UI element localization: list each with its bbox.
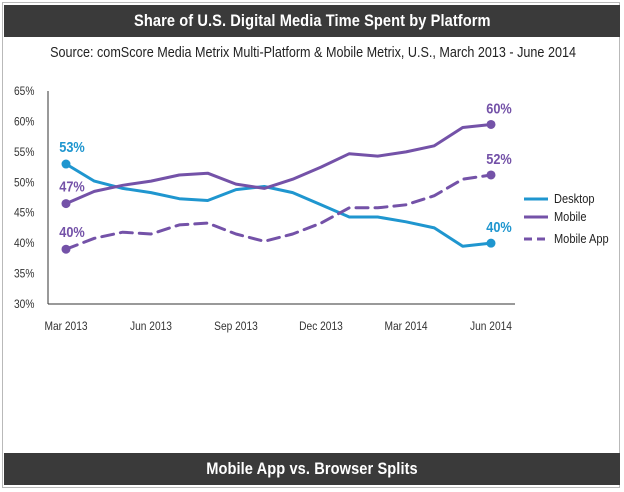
x-tick-label: Mar 2013 [44, 320, 87, 333]
data-label-end: 52% [486, 150, 512, 167]
section-title-bar: Mobile App vs. Browser Splits [4, 453, 620, 485]
chart-title: Share of U.S. Digital Media Time Spent b… [133, 11, 491, 30]
y-tick-label: 35% [14, 268, 34, 281]
y-tick-label: 65% [14, 85, 34, 98]
section-title: Mobile App vs. Browser Splits [206, 459, 418, 478]
chart-subtitle: Source: comScore Media Metrix Multi-Plat… [50, 44, 576, 61]
data-point-end [486, 119, 496, 129]
data-point-start [61, 159, 71, 169]
series-line-mobile [64, 123, 493, 206]
y-tick-label: 40% [14, 237, 34, 250]
x-tick-label: Jun 2014 [470, 320, 512, 333]
chart-title-bar: Share of U.S. Digital Media Time Spent b… [4, 5, 620, 37]
series-line-mobile-app [64, 173, 493, 251]
x-tick-label: Jun 2013 [130, 320, 172, 333]
legend-label: Mobile [554, 209, 587, 224]
series-line-desktop [64, 162, 493, 248]
y-tick-label: 30% [14, 298, 34, 311]
data-point-end [486, 170, 496, 180]
data-label-start: 40% [59, 223, 85, 240]
data-label-end: 40% [486, 218, 512, 235]
chart-frame [2, 2, 620, 488]
data-label-end: 60% [486, 99, 512, 116]
x-tick-label: Mar 2014 [384, 320, 427, 333]
data-point-start [61, 199, 71, 209]
y-tick-label: 60% [14, 116, 34, 129]
y-tick-label: 55% [14, 146, 34, 159]
legend-label: Desktop [554, 191, 595, 206]
data-label-start: 53% [59, 138, 85, 155]
legend-label: Mobile App [554, 231, 609, 246]
y-tick-label: 50% [14, 177, 34, 190]
data-point-end [486, 238, 496, 248]
y-tick-label: 45% [14, 207, 34, 220]
x-tick-label: Dec 2013 [299, 320, 343, 333]
x-tick-label: Sep 2013 [214, 320, 258, 333]
data-label-start: 47% [59, 178, 85, 195]
data-point-start [61, 244, 71, 254]
